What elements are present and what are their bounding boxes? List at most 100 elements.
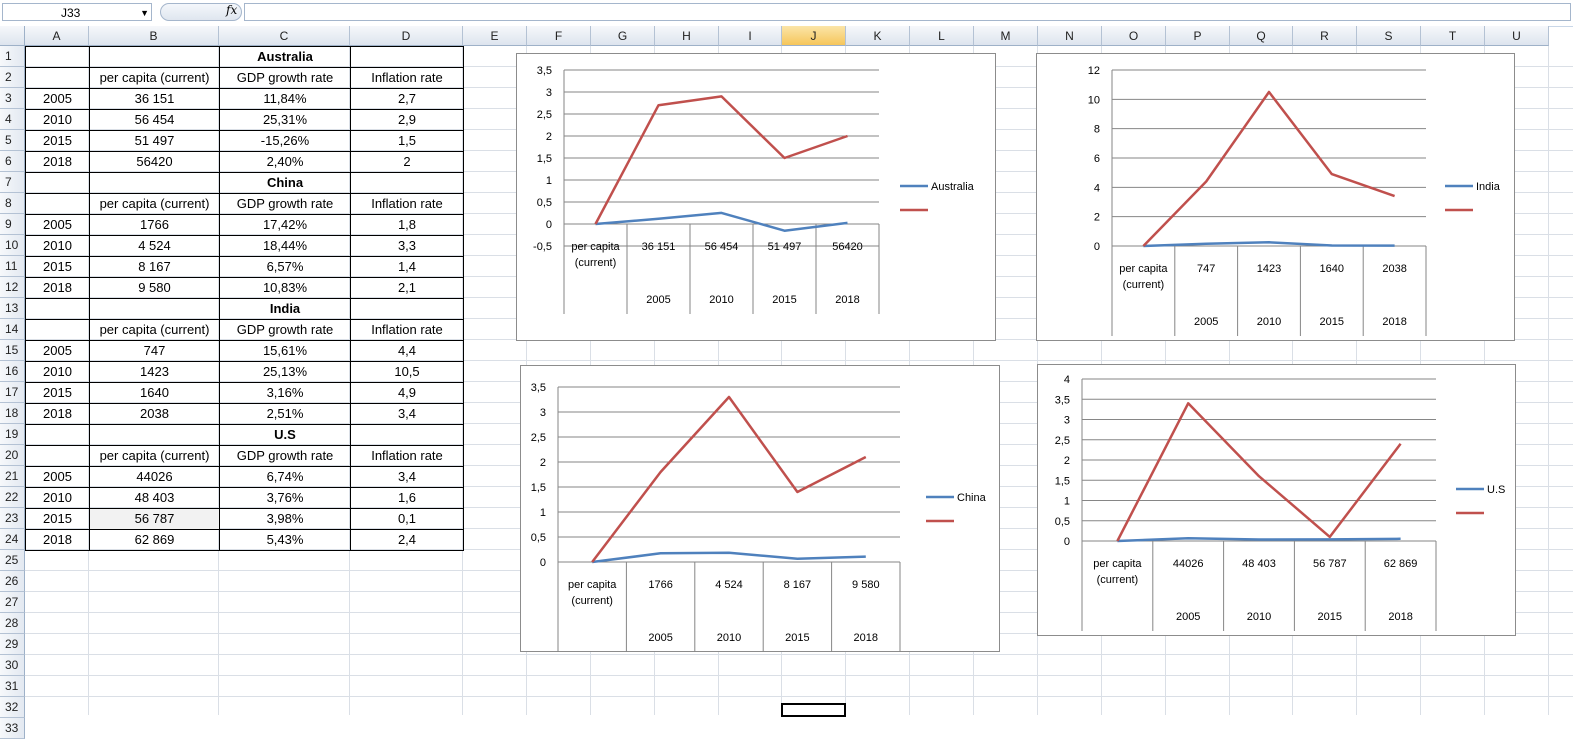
column-header-j[interactable]: J xyxy=(782,26,846,46)
column-header-l[interactable]: L xyxy=(910,26,974,46)
row-header-23[interactable]: 23 xyxy=(0,508,25,529)
table-cell[interactable] xyxy=(89,298,220,320)
table-cell[interactable]: 2,1 xyxy=(350,277,464,299)
row-header-20[interactable]: 20 xyxy=(0,445,25,466)
column-header-g[interactable]: G xyxy=(591,26,655,46)
series-line-series-2[interactable] xyxy=(1116,402,1402,542)
row-header-1[interactable]: 1 xyxy=(0,46,25,67)
column-label[interactable]: Inflation rate xyxy=(350,67,464,89)
table-cell[interactable]: 1423 xyxy=(89,361,220,383)
table-cell[interactable]: 2 xyxy=(350,151,464,173)
column-header-s[interactable]: S xyxy=(1357,26,1421,46)
column-header-b[interactable]: B xyxy=(89,26,219,46)
row-header-24[interactable]: 24 xyxy=(0,529,25,550)
table-cell[interactable] xyxy=(89,424,220,446)
table-cell[interactable] xyxy=(25,298,90,320)
table-cell[interactable] xyxy=(89,172,220,194)
table-cell[interactable]: 10,83% xyxy=(219,277,351,299)
series-line-us[interactable] xyxy=(1117,537,1401,543)
row-header-9[interactable]: 9 xyxy=(0,214,25,235)
column-header-c[interactable]: C xyxy=(219,26,350,46)
table-cell[interactable]: 4,9 xyxy=(350,382,464,404)
table-cell[interactable]: 4 524 xyxy=(89,235,220,257)
table-cell[interactable]: 1,8 xyxy=(350,214,464,236)
column-label[interactable]: per capita (current) xyxy=(89,193,220,215)
chart-china[interactable]: 0 0,5 1 1,5 2 2,5 3 3,5 per capita (current) 1766 4… xyxy=(520,365,1000,652)
table-cell[interactable]: 48 403 xyxy=(89,487,220,509)
column-header-d[interactable]: D xyxy=(350,26,463,46)
table-cell[interactable]: 1,4 xyxy=(350,256,464,278)
table-cell[interactable]: -15,26% xyxy=(219,130,351,152)
table-cell[interactable] xyxy=(350,424,464,446)
column-label[interactable]: GDP growth rate xyxy=(219,319,351,341)
table-cell[interactable] xyxy=(25,424,90,446)
table-cell[interactable]: 2010 xyxy=(25,109,90,131)
table-cell[interactable]: 36 151 xyxy=(89,88,220,110)
function-icon[interactable]: fx xyxy=(226,3,238,17)
column-header-a[interactable]: A xyxy=(25,26,89,46)
column-label[interactable]: per capita (current) xyxy=(89,445,220,467)
table-cell[interactable]: 2005 xyxy=(25,340,90,362)
table-cell[interactable]: 17,42% xyxy=(219,214,351,236)
column-header-t[interactable]: T xyxy=(1421,26,1485,46)
table-cell[interactable]: 3,3 xyxy=(350,235,464,257)
row-header-7[interactable]: 7 xyxy=(0,172,25,193)
row-header-29[interactable]: 29 xyxy=(0,634,25,655)
series-line-series-2[interactable] xyxy=(594,95,848,225)
country-title[interactable]: U.S xyxy=(219,424,351,446)
table-cell[interactable]: 15,61% xyxy=(219,340,351,362)
row-header-26[interactable]: 26 xyxy=(0,571,25,592)
column-header-q[interactable]: Q xyxy=(1230,26,1293,46)
column-header-f[interactable]: F xyxy=(527,26,591,46)
table-cell[interactable]: 11,84% xyxy=(219,88,351,110)
table-cell[interactable] xyxy=(25,46,90,68)
row-header-11[interactable]: 11 xyxy=(0,256,25,277)
table-cell[interactable]: 1640 xyxy=(89,382,220,404)
column-label[interactable]: GDP growth rate xyxy=(219,67,351,89)
row-header-27[interactable]: 27 xyxy=(0,592,25,613)
table-cell[interactable]: 2015 xyxy=(25,256,90,278)
table-cell[interactable]: 10,5 xyxy=(350,361,464,383)
table-cell[interactable]: 3,4 xyxy=(350,466,464,488)
table-cell[interactable]: 2018 xyxy=(25,403,90,425)
name-box[interactable]: J33 ▼ xyxy=(2,3,152,21)
country-title[interactable]: China xyxy=(219,172,351,194)
table-cell[interactable]: 747 xyxy=(89,340,220,362)
column-label[interactable]: GDP growth rate xyxy=(219,193,351,215)
table-cell[interactable]: 2005 xyxy=(25,214,90,236)
column-label[interactable]: Inflation rate xyxy=(350,193,464,215)
row-header-18[interactable]: 18 xyxy=(0,403,25,424)
row-header-12[interactable]: 12 xyxy=(0,277,25,298)
select-all-corner[interactable] xyxy=(0,26,25,46)
column-header-h[interactable]: H xyxy=(655,26,719,46)
formula-buttons[interactable] xyxy=(160,3,242,21)
table-cell[interactable]: 2,40% xyxy=(219,151,351,173)
table-cell[interactable]: 2015 xyxy=(25,508,90,530)
row-header-21[interactable]: 21 xyxy=(0,466,25,487)
row-header-16[interactable]: 16 xyxy=(0,361,25,382)
table-cell[interactable]: 2010 xyxy=(25,361,90,383)
row-header-33[interactable]: 33 xyxy=(0,718,25,739)
row-header-8[interactable]: 8 xyxy=(0,193,25,214)
table-cell[interactable]: 2018 xyxy=(25,529,90,551)
table-cell[interactable] xyxy=(350,298,464,320)
table-cell[interactable]: 1,6 xyxy=(350,487,464,509)
table-cell[interactable]: 2018 xyxy=(25,151,90,173)
row-header-3[interactable]: 3 xyxy=(0,88,25,109)
table-cell[interactable] xyxy=(25,319,90,341)
table-cell[interactable]: 3,76% xyxy=(219,487,351,509)
country-title[interactable]: Australia xyxy=(219,46,351,68)
chart-australia[interactable]: -0,5 0 0,5 1 1,5 2 2,5 3 3,5 per capita (current) 3… xyxy=(516,53,996,341)
column-label[interactable]: per capita (current) xyxy=(89,67,220,89)
table-cell[interactable] xyxy=(350,46,464,68)
table-cell[interactable]: 0,1 xyxy=(350,508,464,530)
table-cell[interactable]: 4,4 xyxy=(350,340,464,362)
table-cell[interactable]: 2015 xyxy=(25,130,90,152)
row-header-19[interactable]: 19 xyxy=(0,424,25,445)
table-cell[interactable]: 3,98% xyxy=(219,508,351,530)
chart-india[interactable]: 0 2 4 6 8 10 12 per capita (current) 747 1423 1640 2… xyxy=(1036,53,1515,341)
column-header-i[interactable]: I xyxy=(719,26,782,46)
table-cell[interactable]: 2015 xyxy=(25,382,90,404)
row-header-5[interactable]: 5 xyxy=(0,130,25,151)
table-cell[interactable]: 2018 xyxy=(25,277,90,299)
